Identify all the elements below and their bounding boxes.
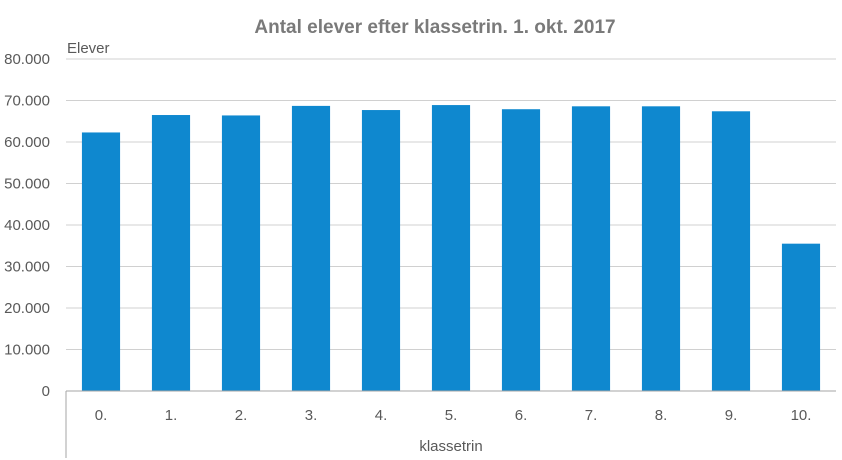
bar — [711, 111, 751, 391]
bar — [781, 243, 821, 391]
bar — [361, 110, 401, 392]
y-tick-label: 30.000 — [4, 259, 50, 276]
x-axis-label: klassetrin — [419, 438, 482, 455]
bar — [501, 109, 541, 391]
bar — [641, 106, 681, 391]
bar — [81, 132, 121, 391]
bar — [571, 106, 611, 391]
bar — [221, 115, 261, 391]
y-axis-label: Elever — [67, 40, 110, 57]
y-tick-label: 70.000 — [4, 93, 50, 110]
x-tick-label: 10. — [791, 407, 812, 424]
x-axis-ticks: 0. 1. 2. 3. 4. 5. 6. 7. 8. 9. 10. — [95, 407, 812, 424]
x-tick-label: 9. — [725, 407, 738, 424]
y-tick-label: 50.000 — [4, 176, 50, 193]
bar — [431, 105, 471, 391]
x-tick-label: 0. — [95, 407, 108, 424]
x-tick-label: 2. — [235, 407, 248, 424]
x-tick-label: 3. — [305, 407, 318, 424]
x-tick-label: 8. — [655, 407, 668, 424]
y-axis-ticks: 0 10.000 20.000 30.000 40.000 50.000 60.000 70.… — [4, 51, 50, 400]
x-tick-label: 1. — [165, 407, 178, 424]
bars — [81, 105, 821, 392]
chart-title: Antal elever efter klassetrin. 1. okt. 2… — [254, 17, 615, 38]
y-tick-label: 80.000 — [4, 51, 50, 68]
y-tick-label: 40.000 — [4, 217, 50, 234]
y-tick-label: 10.000 — [4, 342, 50, 359]
bar — [151, 115, 191, 392]
y-tick-label: 60.000 — [4, 134, 50, 151]
y-tick-label: 20.000 — [4, 300, 50, 317]
x-tick-label: 7. — [585, 407, 598, 424]
bar — [291, 105, 331, 392]
x-tick-label: 4. — [375, 407, 388, 424]
y-tick-label: 0 — [42, 383, 50, 400]
x-tick-label: 6. — [515, 407, 528, 424]
x-tick-label: 5. — [445, 407, 458, 424]
